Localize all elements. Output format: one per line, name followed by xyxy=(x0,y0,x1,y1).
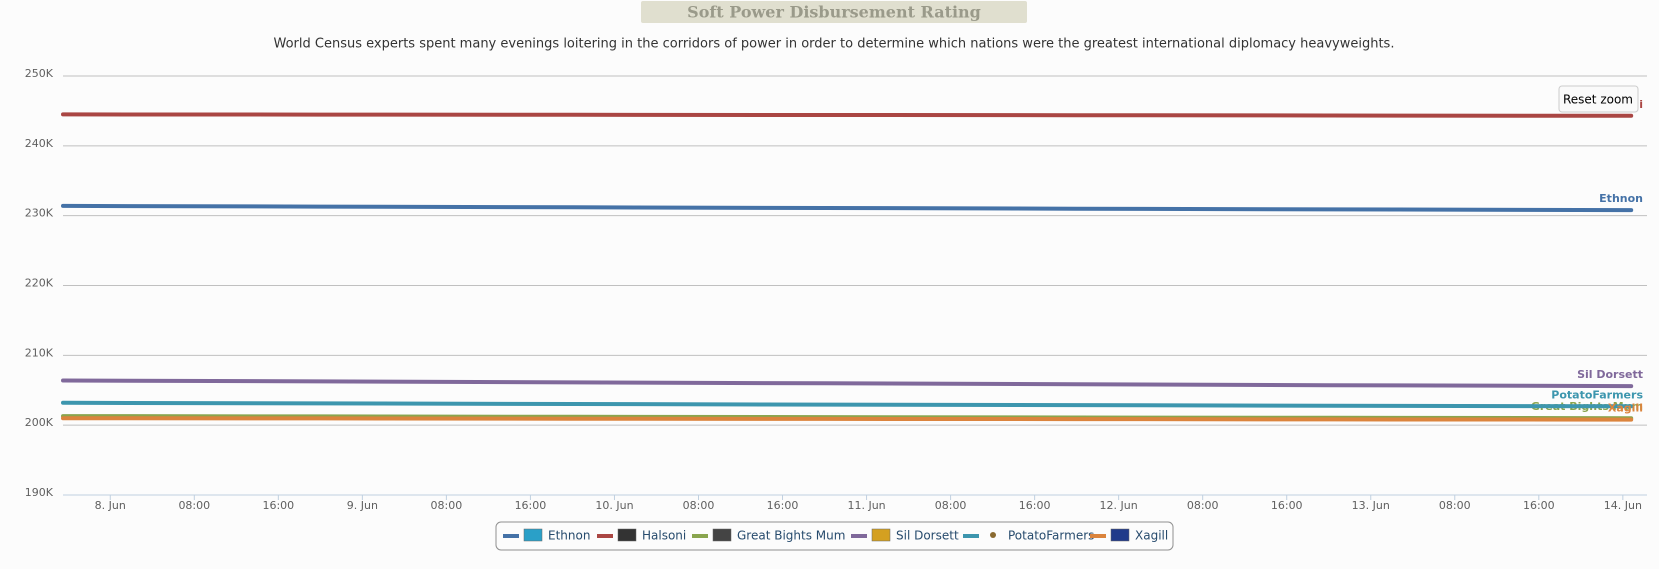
legend-flag xyxy=(871,528,891,542)
x-tick-label: 08:00 xyxy=(431,499,463,512)
x-tick-label: 16:00 xyxy=(1523,499,1555,512)
y-tick-label: 190K xyxy=(25,486,54,499)
series-line xyxy=(61,378,1634,389)
series-end-label: Xagill xyxy=(1608,402,1643,415)
x-tick-label: 08:00 xyxy=(683,499,715,512)
x-tick-label: 10. Jun xyxy=(595,499,633,512)
reset-zoom-button[interactable]: Reset zoom xyxy=(1558,85,1639,113)
legend-flag xyxy=(1110,528,1130,542)
x-tick-label: 11. Jun xyxy=(847,499,885,512)
button-label[interactable]: Reset zoom xyxy=(1563,93,1633,107)
series-line xyxy=(61,416,1634,422)
x-tick-label: 16:00 xyxy=(1019,499,1051,512)
y-tick-label: 240K xyxy=(25,137,54,150)
x-tick-label: 16:00 xyxy=(767,499,799,512)
legend: Ethnon Halsoni Great Bights Mum Sil Dorsett… xyxy=(495,521,1174,551)
legend-box xyxy=(495,521,1174,551)
x-tick-label: 16:00 xyxy=(1271,499,1303,512)
y-tick-label: 220K xyxy=(25,277,54,290)
legend-icon xyxy=(990,532,996,538)
legend-flag xyxy=(712,528,732,542)
x-tick-label: 08:00 xyxy=(1439,499,1471,512)
legend-label: Great Bights Mum xyxy=(737,529,845,543)
series-line xyxy=(61,112,1634,118)
legend-label: Halsoni xyxy=(642,529,686,543)
chart-subtitle: World Census experts spent many evenings… xyxy=(274,37,1395,52)
x-tick-label: 9. Jun xyxy=(347,499,378,512)
plot-area: 190K 200K 210K 220K 230K 240K 250K 8. Jun 08:00 1… xyxy=(25,67,1647,512)
series-line xyxy=(61,400,1634,409)
series-end-label: Ethnon xyxy=(1599,192,1643,205)
x-tick-label: 08:00 xyxy=(935,499,967,512)
series-end-label: PotatoFarmers xyxy=(1551,388,1643,401)
x-tick-label: 8. Jun xyxy=(95,499,126,512)
title-box xyxy=(641,1,1027,23)
legend-flag xyxy=(617,528,637,542)
y-tick-label: 230K xyxy=(25,207,54,220)
x-tick-label: 12. Jun xyxy=(1100,499,1138,512)
y-tick-label: 200K xyxy=(25,416,54,429)
legend-label: Xagill xyxy=(1135,529,1168,543)
legend-flag xyxy=(523,528,543,542)
y-tick-label: 250K xyxy=(25,67,54,80)
legend-label: Sil Dorsett xyxy=(896,529,959,543)
x-tick-label: 08:00 xyxy=(1187,499,1219,512)
series-end-label: Sil Dorsett xyxy=(1577,368,1643,381)
series-line xyxy=(61,203,1634,213)
x-tick-label: 16:00 xyxy=(262,499,294,512)
x-tick-label: 08:00 xyxy=(178,499,210,512)
button-box[interactable] xyxy=(1558,85,1639,113)
x-tick-label: 13. Jun xyxy=(1352,499,1390,512)
legend-label: PotatoFarmers xyxy=(1008,529,1094,543)
legend-label: Ethnon xyxy=(548,529,590,543)
chart-title: Soft Power Disbursement Rating xyxy=(687,3,981,22)
x-tick-label: 16:00 xyxy=(515,499,547,512)
x-tick-label: 14. Jun xyxy=(1604,499,1642,512)
y-tick-label: 210K xyxy=(25,346,54,359)
